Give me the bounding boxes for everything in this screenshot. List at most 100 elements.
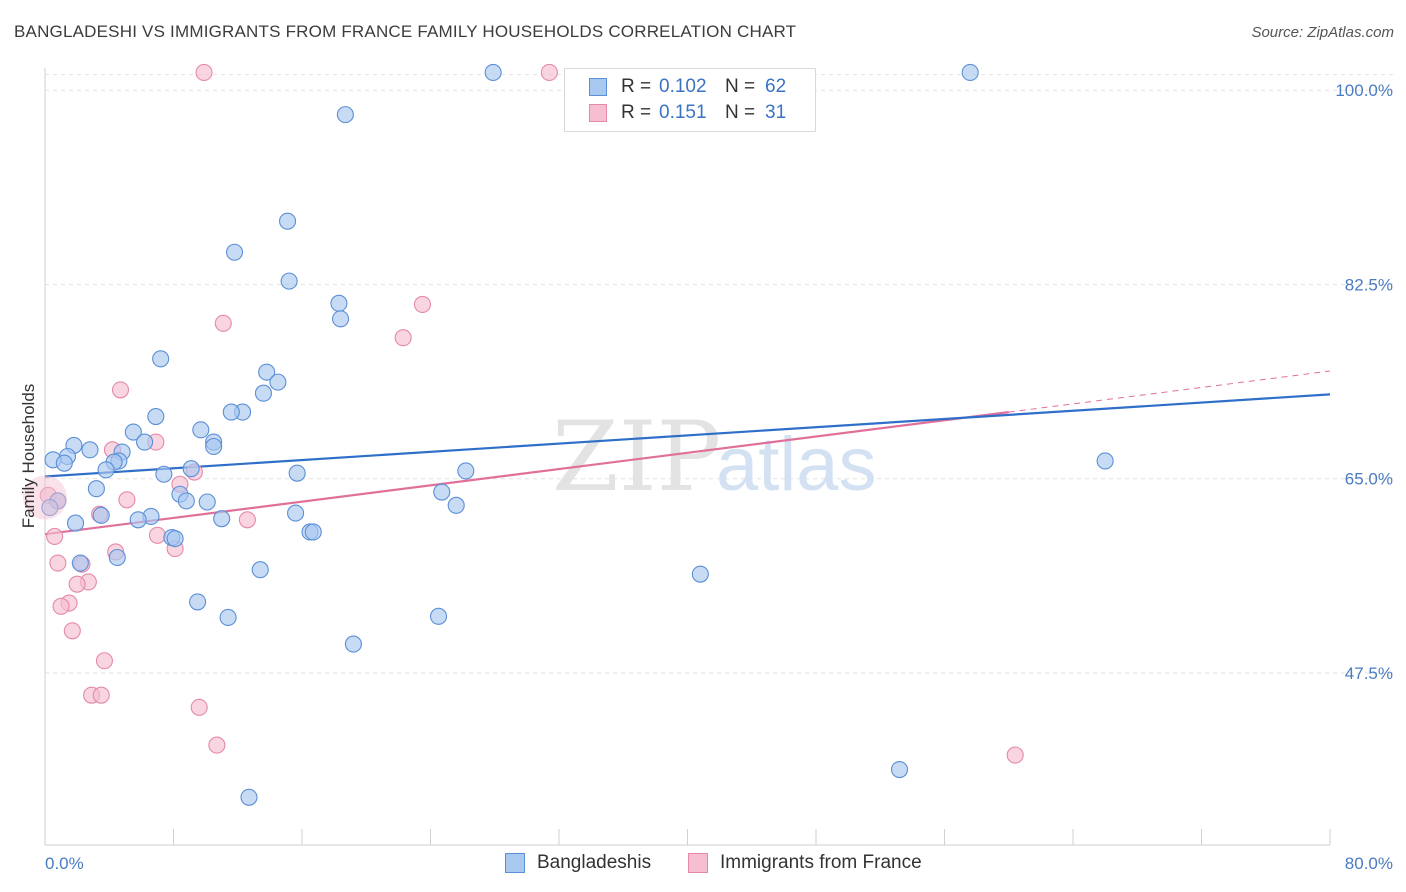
- point-bangladeshis: [152, 350, 170, 368]
- point-france: [214, 314, 232, 332]
- legend-n-value: 62: [765, 76, 787, 97]
- point-france: [190, 698, 208, 716]
- point-france: [52, 597, 70, 615]
- y-tick-labels: 47.5% 65.0% 82.5% 100.0%: [1335, 81, 1393, 683]
- point-bangladeshis: [330, 294, 348, 312]
- y-tick-label: 47.5%: [1345, 664, 1393, 683]
- point-france: [413, 295, 432, 313]
- point-bangladeshis: [182, 460, 200, 478]
- point-bangladeshis: [288, 464, 306, 482]
- legend-n-label: N =: [725, 76, 756, 97]
- legend-swatch-bangladeshis: [589, 78, 607, 96]
- point-bangladeshis: [213, 510, 231, 528]
- point-bangladeshis: [136, 433, 154, 451]
- bottom-legend-label: Immigrants from France: [720, 852, 922, 873]
- bottom-legend: Bangladeshis Immigrants from France: [0, 852, 1406, 878]
- grid-lines: [45, 74, 1394, 674]
- point-bangladeshis: [71, 554, 89, 572]
- bottom-legend-label: Bangladeshis: [537, 852, 652, 873]
- source-label: Source: ZipAtlas.com: [1251, 24, 1394, 41]
- point-bangladeshis: [447, 496, 465, 514]
- point-bangladeshis: [269, 373, 287, 391]
- point-bangladeshis: [219, 608, 237, 627]
- point-bangladeshis: [166, 530, 184, 548]
- legend-row-france: R = 0.151 N = 31: [589, 101, 786, 125]
- x-tick-label: 0.0%: [45, 854, 84, 873]
- point-france: [118, 491, 136, 509]
- legend-r-value: 0.102: [659, 76, 707, 97]
- trend-line-france: [44, 411, 1009, 536]
- legend-r-label: R =: [621, 102, 652, 123]
- point-bangladeshis: [177, 492, 195, 510]
- point-bangladeshis: [433, 483, 451, 501]
- point-bangladeshis: [189, 593, 207, 611]
- point-france-cluster: [23, 475, 67, 520]
- chart-title: BANGLADESHI VS IMMIGRANTS FROM FRANCE FA…: [14, 22, 797, 41]
- point-bangladeshis: [254, 384, 273, 402]
- point-bangladeshis: [225, 243, 244, 261]
- point-bangladeshis: [92, 506, 110, 524]
- point-bangladeshis: [97, 461, 115, 479]
- watermark-zip: ZIP: [552, 401, 721, 513]
- point-bangladeshis: [331, 310, 350, 328]
- y-tick-label: 65.0%: [1345, 470, 1393, 489]
- point-france: [394, 329, 412, 347]
- point-france: [46, 527, 64, 545]
- axes: [44, 68, 1331, 846]
- bottom-legend-swatch-bangladeshis: [505, 853, 525, 873]
- point-bangladeshis: [484, 63, 502, 81]
- point-france: [92, 686, 110, 704]
- point-bangladeshis: [129, 511, 147, 529]
- point-bangladeshis: [251, 561, 269, 579]
- point-bangladeshis: [192, 421, 210, 439]
- legend-swatch-france: [589, 104, 607, 122]
- point-france: [238, 511, 256, 529]
- y-tick-label: 82.5%: [1345, 275, 1393, 294]
- point-france: [1006, 746, 1024, 764]
- point-france: [68, 575, 86, 593]
- trend-line-france-extension: [1008, 370, 1331, 413]
- trend-line-bangladeshis: [44, 393, 1331, 478]
- point-bangladeshis: [280, 272, 298, 290]
- point-bangladeshis: [336, 106, 354, 124]
- point-bangladeshis: [55, 454, 73, 472]
- y-tick-label: 100.0%: [1335, 81, 1393, 100]
- point-france: [95, 652, 113, 670]
- bottom-legend-bangladeshis[interactable]: Bangladeshis: [505, 852, 651, 874]
- point-bangladeshis: [240, 788, 258, 806]
- legend-row-bangladeshis: R = 0.102 N = 62: [589, 75, 786, 99]
- point-bangladeshis: [344, 635, 362, 653]
- legend-n-label: N =: [725, 102, 756, 123]
- point-france: [540, 63, 558, 81]
- bottom-legend-france[interactable]: Immigrants from France: [688, 852, 922, 874]
- point-france: [49, 554, 67, 572]
- y-axis-title: Family Households: [19, 384, 38, 529]
- legend-r-value: 0.151: [659, 102, 707, 123]
- legend-r-label: R =: [621, 76, 652, 97]
- point-bangladeshis: [222, 403, 240, 421]
- point-bangladeshis: [304, 523, 322, 541]
- point-bangladeshis: [147, 407, 165, 426]
- point-bangladeshis: [66, 514, 85, 532]
- x-tick-label: 80.0%: [1345, 854, 1393, 873]
- watermark: ZIP atlas: [552, 401, 877, 513]
- point-bangladeshis: [961, 63, 979, 81]
- bottom-legend-swatch-france: [688, 853, 708, 873]
- point-bangladeshis: [287, 504, 305, 522]
- point-bangladeshis: [108, 548, 126, 567]
- point-france: [208, 736, 226, 754]
- point-france: [195, 63, 213, 81]
- point-bangladeshis: [155, 465, 173, 483]
- point-bangladeshis: [205, 437, 223, 456]
- point-bangladeshis: [691, 565, 709, 583]
- point-bangladeshis: [124, 423, 142, 441]
- legend-n-value: 31: [765, 102, 787, 123]
- watermark-atlas: atlas: [716, 422, 877, 507]
- point-bangladeshis: [258, 363, 276, 381]
- point-france: [148, 526, 166, 544]
- point-bangladeshis: [1096, 452, 1114, 470]
- point-bangladeshis: [278, 212, 297, 230]
- stats-legend: R = 0.102 N = 62 R = 0.151 N = 31: [564, 68, 816, 132]
- data-points: [23, 63, 1114, 806]
